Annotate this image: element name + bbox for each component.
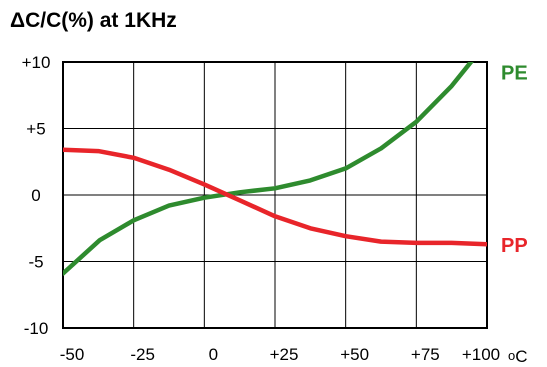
y-tick-label-0: +10	[22, 53, 51, 72]
x-tick-label-3: +25	[270, 345, 299, 364]
x-tick-label-1: -25	[130, 345, 155, 364]
x-tick-label-5: +75	[411, 345, 440, 364]
y-axis-ticks: +10 +5 0 -5 -10	[22, 53, 51, 338]
y-tick-label-3: -5	[28, 253, 43, 272]
x-axis-unit-prefix: o	[508, 348, 515, 363]
x-axis-unit: oC	[508, 347, 528, 366]
grid	[63, 62, 487, 328]
series-label-pp: PP	[501, 235, 528, 257]
x-axis-ticks: -50 -25 0 +25 +50 +75 +100	[60, 345, 500, 364]
x-tick-label-4: +50	[340, 345, 369, 364]
x-tick-label-6: +100	[462, 345, 500, 364]
x-axis-unit-letter: C	[515, 347, 527, 366]
series-line-pp	[63, 147, 487, 247]
series-labels: PE PP	[501, 62, 528, 257]
series-lines	[63, 62, 487, 276]
y-tick-label-1: +5	[26, 120, 45, 139]
series-line-pe	[63, 62, 474, 276]
y-tick-label-4: -10	[24, 319, 49, 338]
series-label-pe: PE	[501, 62, 528, 84]
x-tick-label-0: -50	[60, 345, 85, 364]
x-tick-label-2: 0	[209, 345, 218, 364]
chart-title: ΔC/C(%) at 1KHz	[10, 9, 177, 32]
y-tick-label-2: 0	[31, 186, 40, 205]
